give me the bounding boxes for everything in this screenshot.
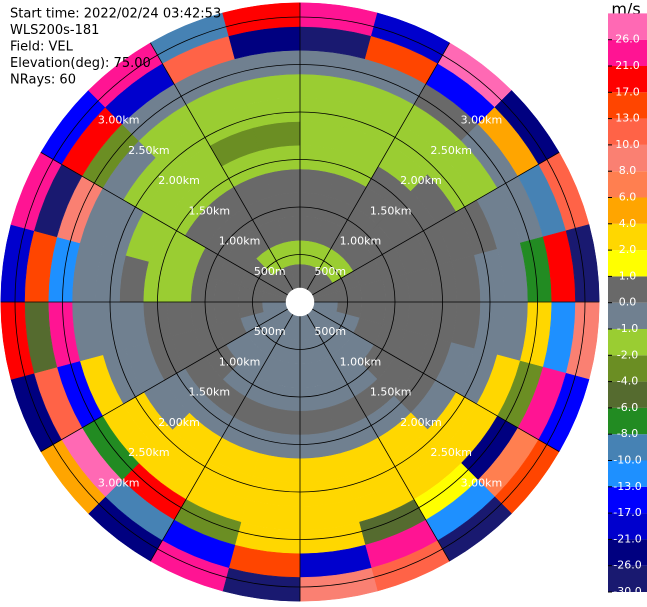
ring-label: 1.00km [340,235,382,248]
colorbar-tick-label: 17.0 [615,85,640,98]
colorbar-bin [608,171,647,198]
colorbar-bin [608,302,647,329]
colorbar-tick-label: 4.0 [619,217,637,230]
colorbar-tick-label: -21.0 [613,532,641,545]
velocity-cell [166,301,195,337]
colorbar-bin [608,144,647,172]
colorbar-bin [608,381,647,408]
colorbar-bin [608,434,647,461]
colorbar-tick-label: -10.0 [613,454,641,467]
colorbar-tick-label: -6.0 [617,401,638,414]
ring-label: 3.00km [461,114,503,127]
range-ring [252,254,348,350]
colorbar-tick-label: 0.0 [619,296,637,309]
ring-label: 3.00km [98,476,140,489]
colorbar-bin [608,486,647,514]
colorbar-tick-label: -4.0 [617,375,638,388]
colorbar-tick-label: 21.0 [615,59,640,72]
colorbar-bin [608,13,647,40]
colorbar-tick-label: 1.0 [619,269,637,282]
spoke [299,301,560,452]
ring-label: 500m [314,265,346,278]
colorbar-bin [608,118,647,145]
annotation: Start time: 2022/02/24 03:42:53 [10,7,221,22]
ring-label: 500m [314,325,346,338]
spoke [150,301,301,562]
ring-label: 1.50km [370,204,412,217]
ring-label: 3.00km [98,114,140,127]
ring-label: 1.50km [189,204,231,217]
ring-label: 1.50km [189,386,231,399]
colorbar-bin [608,250,647,277]
colorbar-tick-label: -17.0 [613,506,641,519]
colorbar-bin [608,460,647,487]
velocity-cell [299,407,335,436]
ring-label: 2.00km [400,174,442,187]
colorbar-tick-label: 2.0 [619,243,637,256]
ring-label: 1.50km [370,386,412,399]
annotation: Elevation(deg): 75.00 [10,56,151,71]
range-ring [109,111,491,493]
ring-label: 500m [254,325,286,338]
colorbar-bin [608,276,647,303]
ring-label: 2.50km [128,446,170,459]
colorbar-bin [608,407,647,435]
ring-label: 1.00km [219,355,261,368]
ring-label: 2.50km [128,144,170,157]
ring-label: 2.50km [430,144,472,157]
colorbar-bin [608,39,647,66]
ring-label: 2.00km [158,416,200,429]
colorbar-bin [608,197,647,224]
spoke [299,152,560,303]
velocity-cell [265,168,301,197]
colorbar-bin [608,539,647,566]
colorbar-tick-label: -2.0 [617,348,638,361]
annotation: Field: VEL [10,40,74,55]
ring-label: 500m [254,265,286,278]
colorbar-bin [608,513,647,540]
ring-label: 2.00km [400,416,442,429]
ring-label: 1.00km [340,355,382,368]
spoke [150,42,301,303]
ring-label: 2.50km [430,446,472,459]
center-blank [285,287,315,317]
colorbar-tick-label: 10.0 [615,138,640,151]
colorbar-bin [608,355,647,382]
colorbar-tick-label: -13.0 [613,480,641,493]
range-ring [157,159,443,445]
colorbar-tick-label: -30.0 [613,585,641,598]
colorbar-tick-label: 26.0 [615,33,640,46]
range-ring [14,16,586,588]
annotation: NRays: 60 [10,73,76,88]
colorbar-tick-label: -8.0 [617,427,638,440]
colorbar-bin [608,223,647,251]
ring-label: 2.00km [158,174,200,187]
spoke [40,301,301,452]
velocity-cell [405,267,434,303]
colorbar-bin [608,66,647,93]
colorbar-bin [608,565,647,592]
range-ring [204,206,396,398]
spoke [299,42,450,303]
colorbar-tick-label: -26.0 [613,559,641,572]
colorbar-bin [608,92,647,119]
colorbar-tick-label: 13.0 [615,112,640,125]
ring-label: 1.00km [219,235,261,248]
colorbar-tick-label: 6.0 [619,191,637,204]
ring-label: 3.00km [461,476,503,489]
spoke [40,152,301,303]
colorbar-bin [608,329,647,356]
annotation: WLS200s-181 [10,23,99,38]
spoke [299,301,450,562]
colorbar-tick-label: -1.0 [617,322,638,335]
colorbar-tick-label: 8.0 [619,164,637,177]
range-ring [62,64,538,540]
